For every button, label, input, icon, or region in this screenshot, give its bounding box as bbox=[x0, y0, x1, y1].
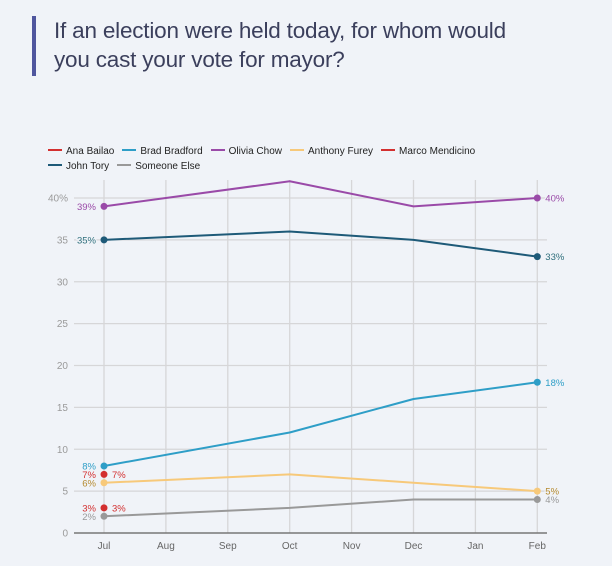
data-label: 3% bbox=[112, 503, 126, 514]
data-point bbox=[533, 487, 541, 495]
y-tick-label: 15 bbox=[57, 403, 69, 414]
legend-item[interactable]: Anthony Furey bbox=[290, 144, 373, 159]
x-tick-label: Aug bbox=[157, 541, 175, 552]
data-label: 8% bbox=[82, 462, 96, 473]
data-point bbox=[533, 194, 541, 202]
legend-item[interactable]: Ana Bailao bbox=[48, 144, 114, 159]
legend-label: Brad Bradford bbox=[140, 146, 203, 157]
chart-title-line1: If an election were held today, for whom… bbox=[54, 18, 506, 43]
x-tick-label: Sep bbox=[219, 541, 237, 552]
legend-swatch bbox=[290, 149, 304, 152]
series-line-someone-else bbox=[103, 498, 538, 518]
legend-swatch bbox=[117, 164, 132, 167]
y-tick-label: 20 bbox=[57, 361, 69, 372]
data-label: 4% bbox=[545, 495, 559, 506]
data-label: 35% bbox=[77, 235, 97, 246]
data-label: 6% bbox=[82, 478, 96, 489]
legend-label: Someone Else bbox=[135, 161, 201, 172]
data-label: 7% bbox=[112, 470, 126, 481]
x-tick-label: Jul bbox=[98, 541, 111, 552]
y-tick-label: 25 bbox=[57, 319, 69, 330]
legend-swatch bbox=[381, 149, 396, 152]
legend-item[interactable]: Someone Else bbox=[117, 159, 200, 174]
data-point bbox=[533, 496, 541, 503]
x-tick-label: Jan bbox=[467, 541, 483, 552]
series-line-anthony-furey bbox=[103, 473, 538, 493]
legend-label: Marco Mendicino bbox=[399, 146, 476, 157]
data-label: 5% bbox=[545, 487, 559, 498]
y-tick-label: 30 bbox=[57, 277, 69, 288]
y-tick-label: 10 bbox=[57, 445, 69, 456]
legend-label: Anthony Furey bbox=[308, 146, 374, 157]
series-line-john-tory bbox=[103, 230, 538, 258]
series-line-olivia-chow bbox=[103, 180, 538, 208]
data-point bbox=[100, 202, 108, 210]
x-tick-label: Oct bbox=[282, 541, 298, 552]
data-label: 3% bbox=[82, 503, 96, 514]
chart-title: If an election were held today, for whom… bbox=[54, 16, 506, 74]
legend-label: John Tory bbox=[66, 161, 110, 172]
y-tick-label: 0 bbox=[62, 529, 68, 540]
legend-swatch bbox=[210, 149, 225, 152]
legend-swatch bbox=[122, 149, 137, 152]
legend-item[interactable]: Brad Bradford bbox=[122, 144, 203, 159]
legend-swatch bbox=[48, 149, 62, 152]
data-point bbox=[100, 236, 108, 244]
legend-item[interactable]: John Tory bbox=[48, 159, 109, 174]
y-tick-label: 40% bbox=[48, 194, 68, 205]
y-tick-label: 35 bbox=[57, 235, 69, 246]
y-tick-label: 5 bbox=[62, 487, 68, 498]
data-label: 2% bbox=[82, 512, 96, 523]
legend-item[interactable]: Marco Mendicino bbox=[381, 144, 475, 159]
legend-item[interactable]: Olivia Chow bbox=[210, 144, 282, 159]
series-line-brad-bradford bbox=[103, 381, 538, 467]
legend-label: Ana Bailao bbox=[66, 146, 115, 157]
x-tick-label: Dec bbox=[405, 541, 423, 552]
data-label: 40% bbox=[545, 194, 565, 205]
data-point bbox=[533, 253, 541, 261]
data-label: 39% bbox=[77, 202, 97, 213]
data-point bbox=[100, 479, 108, 487]
x-tick-label: Nov bbox=[343, 541, 361, 552]
chart-legend: Ana Bailao Brad Bradford Olivia Chow Anthon… bbox=[48, 144, 548, 174]
data-label: 7% bbox=[82, 470, 96, 481]
data-label: 18% bbox=[545, 378, 565, 389]
chart-title-line2: you cast your vote for mayor? bbox=[54, 47, 345, 72]
data-label: 33% bbox=[545, 252, 565, 263]
data-point bbox=[100, 504, 108, 512]
data-point bbox=[100, 462, 108, 470]
legend-swatch bbox=[48, 164, 62, 167]
data-point bbox=[100, 512, 108, 520]
title-accent-bar bbox=[32, 16, 36, 76]
data-point bbox=[533, 378, 541, 386]
data-point bbox=[100, 470, 108, 478]
x-tick-label: Feb bbox=[529, 541, 547, 552]
legend-label: Olivia Chow bbox=[228, 146, 282, 157]
